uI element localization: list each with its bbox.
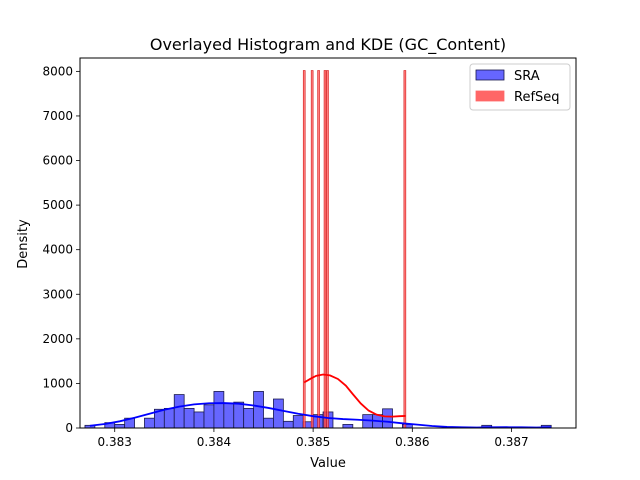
sra-bar-13 (213, 391, 225, 429)
sra-bar-12 (203, 404, 215, 429)
sra-bar-19 (273, 398, 284, 429)
y-tick-label: 2000 (42, 332, 73, 346)
kde-line-sra (89, 402, 552, 429)
sra-bar-16 (243, 407, 254, 429)
y-tick-label: 7000 (42, 109, 73, 123)
x-tick-label: 0.387 (494, 435, 528, 449)
sra-bar-3 (114, 424, 126, 429)
x-tick-label: 0.386 (395, 435, 429, 449)
legend-swatch-sra (475, 69, 505, 81)
y-tick-label: 5000 (42, 198, 73, 212)
y-tick-label: 4000 (42, 243, 73, 257)
sra-bar-8 (163, 407, 175, 429)
refseq-bar-0 (302, 70, 306, 429)
sra-bar-30 (382, 408, 393, 429)
axes-frame (79, 57, 577, 429)
plot-area: 0.383 0.384 0.385 0.386 0.387 0 1000 2000 3000 40… (42, 57, 577, 449)
sra-bar-14 (223, 402, 235, 429)
sra-bar-11 (193, 411, 205, 429)
y-axis-label: Density (16, 219, 31, 269)
sra-bar-21 (292, 415, 304, 429)
legend-label-refseq: RefSeq (514, 90, 560, 105)
sra-bar-20 (282, 420, 294, 429)
legend-label-sra: SRA (514, 69, 540, 84)
sra-bar-10 (183, 407, 195, 429)
y-tick-label: 8000 (42, 64, 73, 78)
sra-bar-9 (173, 394, 185, 429)
legend: SRA RefSeq (469, 63, 571, 111)
refseq-bar-5 (403, 70, 407, 429)
sra-bar-15 (233, 401, 245, 429)
y-tick-label: 6000 (42, 154, 73, 168)
x-tick-label: 0.384 (197, 435, 231, 449)
x-axis-label: Value (310, 456, 346, 471)
sra-bar-18 (263, 417, 274, 429)
kde-line-refseq (303, 373, 406, 418)
sra-bar-26 (342, 424, 354, 429)
sra-bar-17 (253, 391, 264, 429)
y-tick-label: 1000 (42, 376, 73, 390)
y-tick-label: 0 (65, 421, 73, 435)
sra-bar-6 (144, 417, 155, 429)
refseq-bar-1 (310, 70, 314, 429)
legend-swatch-refseq (475, 90, 505, 102)
x-tick-label: 0.385 (296, 435, 330, 449)
chart-title: Overlayed Histogram and KDE (GC_Content) (150, 35, 506, 55)
y-tick-label: 3000 (42, 287, 73, 301)
x-tick-label: 0.383 (98, 435, 132, 449)
